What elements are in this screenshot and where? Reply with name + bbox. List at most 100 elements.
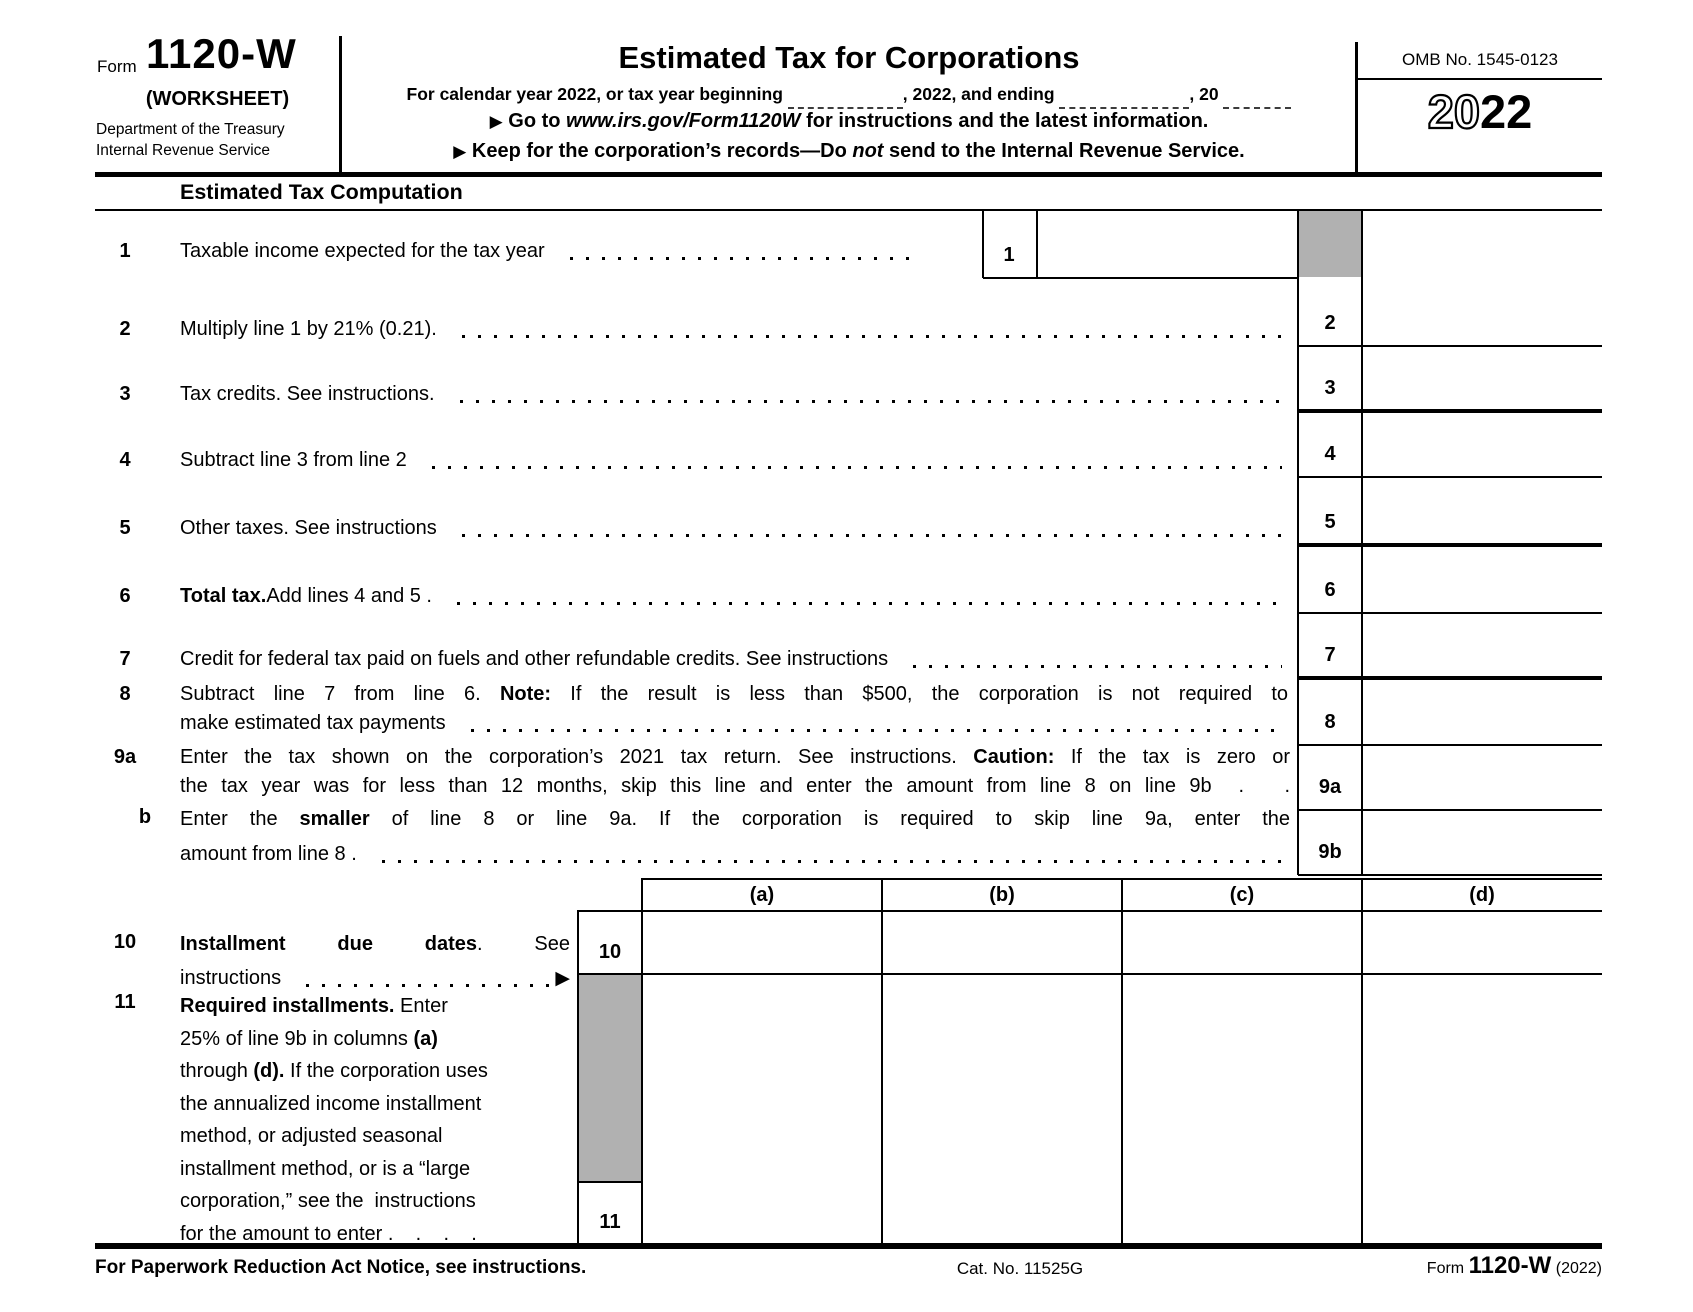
line-10-box-number: 10 (598, 941, 622, 963)
line-5-amount-field[interactable] (1364, 479, 1602, 542)
calendar-year-line: For calendar year 2022, or tax year begi… (343, 84, 1355, 109)
line-4-text: Subtract line 3 from line 2 (180, 449, 407, 471)
line-8-amount-field[interactable] (1364, 681, 1602, 743)
arrow-right-icon: ▶ (453, 142, 467, 161)
line-9a-label: 9a (113, 746, 137, 768)
dot-leader (448, 534, 1282, 537)
dot-leader (444, 602, 1282, 605)
header-divider-left (339, 36, 342, 175)
line-4-box-number: 4 (1324, 443, 1336, 465)
line-9b-box-number: 9b (1318, 841, 1342, 863)
line-8-label: 8 (119, 683, 131, 705)
line-11-col-c-cell[interactable] (1124, 976, 1360, 1242)
line-11-text-row: corporation,” see the instructions (180, 1190, 476, 1212)
line-2-label: 2 (119, 318, 131, 340)
dot-leader (900, 665, 1282, 668)
line-11-col-d-cell[interactable] (1364, 976, 1600, 1242)
section-divider (95, 209, 1602, 211)
tax-year-ending-field[interactable] (1059, 95, 1190, 109)
line-10-col-a-cell[interactable] (644, 913, 880, 972)
header-divider-right (1355, 42, 1358, 175)
line-3-row: Tax credits. See instructions. (180, 381, 1288, 408)
line-8-note-text: Note: (499, 683, 552, 705)
tax-year-end-year-field[interactable] (1223, 95, 1292, 109)
line-7-box-number: 7 (1324, 644, 1336, 666)
column-c-header: (c) (1229, 884, 1255, 906)
line-10-bold-text: Installment due dates (180, 933, 478, 955)
goto-post-text: for instructions and the latest informat… (800, 110, 1209, 132)
line-11-col-a-cell[interactable] (644, 976, 880, 1242)
line-9b-smaller-text: smaller (299, 808, 370, 830)
line-8-row-2: make estimated tax payments (180, 710, 1288, 737)
calendar-end-text: , 20 (1189, 84, 1219, 104)
footer-form-number: 1120-W (1468, 1252, 1552, 1279)
line-10-col-b-cell[interactable] (884, 913, 1120, 972)
footer-form-year: (2022) (1555, 1260, 1602, 1277)
line-8-box-number: 8 (1324, 711, 1336, 733)
irs-label: Internal Revenue Service (96, 142, 271, 159)
goto-line: ▶ Go to www.irs.gov/Form1120W for instru… (343, 110, 1355, 133)
page-title: Estimated Tax for Corporations (618, 40, 1080, 75)
paperwork-notice: For Paperwork Reduction Act Notice, see … (95, 1257, 587, 1278)
line-9a-text-b: If the tax is zero or (1054, 746, 1290, 768)
line-11-text-row: Required installments. Enter (180, 993, 580, 1020)
line-11-bold-text: Required installments. (180, 995, 395, 1017)
line-10-col-d-cell[interactable] (1364, 913, 1600, 972)
line-7-row: Credit for federal tax paid on fuels and… (180, 646, 1288, 673)
dot-leader (368, 860, 1282, 863)
number-column-border (1297, 209, 1299, 875)
calendar-mid-text: , 2022, and ending (902, 84, 1055, 104)
line-1-row: Taxable income expected for the tax year (180, 238, 928, 265)
table-column-border (641, 878, 643, 1245)
line-7-amount-field[interactable] (1364, 615, 1602, 675)
dot-leader (293, 984, 550, 987)
line-6-bottom-border (1298, 612, 1602, 614)
row-10-bottom-border (578, 973, 1602, 975)
line-11-text: If the corporation uses (284, 1060, 488, 1082)
line-1-bottom-border (983, 277, 1298, 279)
goto-url: www.irs.gov/Form1120W (566, 110, 801, 132)
dot-leader (446, 400, 1282, 403)
arrow-right-icon: ▶ (489, 112, 503, 131)
header-bottom-rule (95, 172, 1602, 177)
line-9a-amount-field[interactable] (1364, 747, 1602, 808)
line-1-box-border (1036, 209, 1038, 278)
line-11-shaded-column (579, 975, 641, 1182)
line-10-col-c-cell[interactable] (1124, 913, 1360, 972)
year-outline-digits: 20 (1427, 84, 1481, 139)
line-5-row: Other taxes. See instructions (180, 515, 1288, 542)
line-9a-text-a: Enter the tax shown on the corporation’s… (180, 746, 974, 768)
line-4-amount-field[interactable] (1364, 414, 1602, 475)
line-3-amount-field[interactable] (1364, 348, 1602, 408)
line-7-bottom-border-thick (1298, 676, 1602, 680)
section-title: Estimated Tax Computation (180, 180, 463, 204)
line-3-label: 3 (119, 383, 131, 405)
omb-number: OMB No. 1545-0123 (1402, 50, 1558, 69)
keep-not-text: not (852, 140, 884, 162)
line-2-bottom-border (1298, 345, 1602, 347)
line-3-text: Tax credits. See instructions. (180, 383, 435, 405)
dot-leader (556, 257, 922, 260)
line-6-amount-field[interactable] (1364, 548, 1602, 611)
line-9b-text-a: Enter the (180, 808, 300, 830)
shaded-column-bottom-border (578, 1181, 642, 1183)
line-4-bottom-border (1298, 476, 1602, 478)
line-11-label: 11 (114, 991, 136, 1013)
keep-line: ▶ Keep for the corporation’s records—Do … (343, 140, 1355, 163)
column-d-header: (d) (1469, 884, 1495, 906)
line-6-bold-text: Total tax. (180, 585, 267, 607)
column-a-header: (a) (749, 884, 775, 906)
line-11-col-b-cell[interactable] (884, 976, 1120, 1242)
page-bottom-rule (95, 1243, 1602, 1249)
line-2-amount-field[interactable] (1364, 212, 1602, 275)
table-header-bottom-border (578, 910, 1602, 912)
line-9b-amount-field[interactable] (1364, 812, 1602, 873)
worksheet-label: (WORKSHEET) (145, 88, 290, 110)
catalog-number: Cat. No. 11525G (956, 1259, 1084, 1278)
line-11-text-row: 25% of line 9b in columns (a) (180, 1026, 580, 1053)
line-3-bottom-border-thick (1298, 409, 1602, 413)
line-2-text: Multiply line 1 by 21% (0.21). (180, 318, 437, 340)
line-1-amount-field[interactable] (1038, 212, 1296, 276)
tax-year-beginning-field[interactable] (787, 95, 903, 109)
line-9a-row-2: the tax year was for less than 12 months… (180, 773, 1290, 800)
